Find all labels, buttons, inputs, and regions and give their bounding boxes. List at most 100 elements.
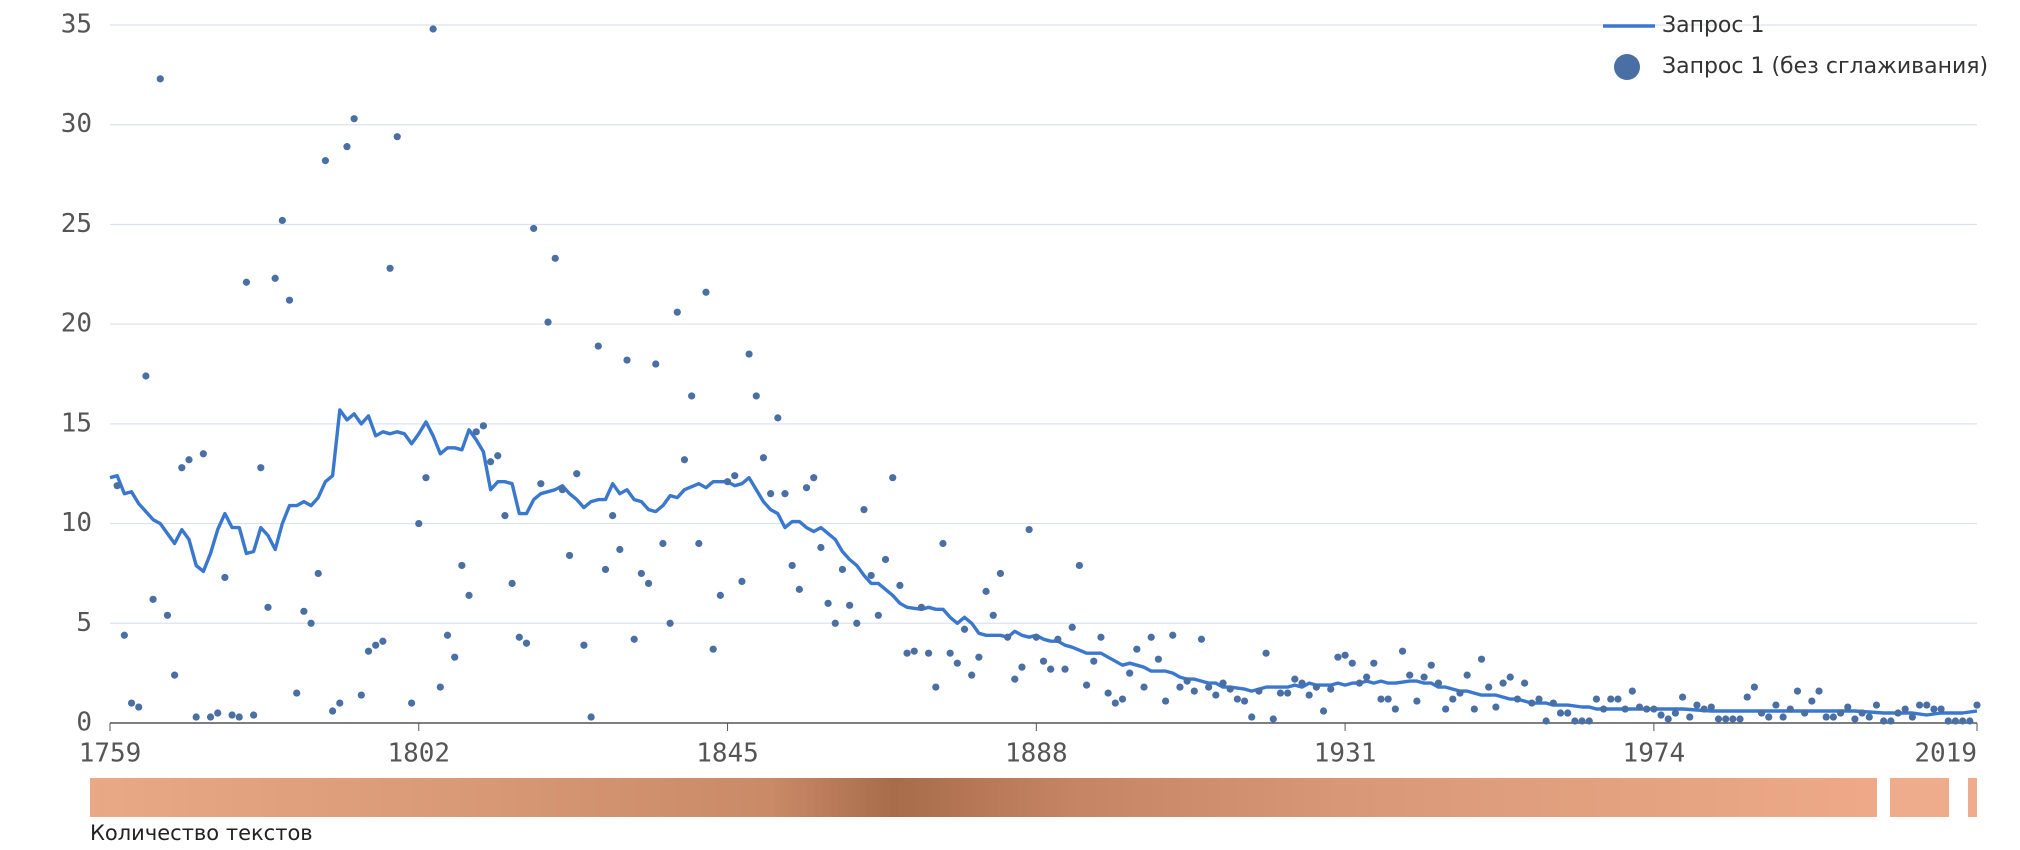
x-tick-label: 1931: [1314, 739, 1377, 769]
data-point: [680, 456, 689, 464]
data-point: [1707, 703, 1715, 711]
data-point: [759, 454, 768, 462]
data-point: [1908, 713, 1916, 721]
data-point: [1384, 695, 1392, 703]
data-point: [975, 653, 983, 661]
data-point: [1240, 697, 1249, 705]
data-point: [1743, 693, 1751, 701]
data-point: [1657, 711, 1665, 719]
data-point: [702, 288, 710, 296]
data-point: [795, 585, 803, 593]
data-point: [1915, 701, 1924, 709]
x-tick-label: 1759: [79, 739, 142, 769]
data-point: [580, 641, 588, 649]
data-point: [1205, 683, 1213, 691]
data-point: [135, 703, 143, 711]
data-point: [939, 539, 947, 548]
data-point: [644, 579, 653, 588]
data-point: [910, 647, 918, 655]
data-point: [1937, 705, 1945, 713]
data-point: [1090, 657, 1098, 665]
data-point: [616, 545, 624, 554]
data-point: [932, 683, 940, 691]
data-point: [889, 474, 897, 482]
data-point: [1786, 705, 1794, 713]
data-point: [767, 490, 775, 498]
data-point: [1082, 681, 1091, 689]
data-point: [386, 264, 394, 272]
data-point: [1729, 715, 1737, 723]
data-point: [673, 308, 681, 316]
data-point: [1427, 661, 1435, 669]
data-point: [896, 581, 904, 589]
data-point: [587, 713, 595, 721]
data-point: [1039, 657, 1048, 665]
data-point: [1880, 717, 1888, 725]
data-point: [881, 555, 890, 564]
data-point: [1923, 701, 1931, 709]
data-point: [522, 639, 531, 647]
data-point: [846, 601, 854, 609]
y-tick-label: 35: [61, 10, 92, 40]
data-point: [372, 641, 380, 649]
data-point: [1621, 705, 1629, 713]
data-point: [551, 254, 559, 262]
data-point: [508, 579, 516, 588]
data-point: [1686, 713, 1694, 721]
data-point: [1154, 655, 1162, 663]
data-point: [630, 635, 638, 643]
data-point: [709, 645, 717, 653]
data-point: [1334, 653, 1342, 661]
data-point: [300, 607, 308, 615]
data-point: [1456, 689, 1464, 697]
data-point: [336, 699, 344, 707]
data-point: [903, 649, 911, 657]
data-point: [1018, 663, 1026, 671]
data-point: [544, 318, 552, 326]
data-point: [1133, 645, 1141, 653]
data-point: [350, 115, 358, 123]
data-point: [407, 699, 416, 707]
data-point: [494, 452, 502, 460]
data-point: [271, 274, 279, 282]
strip-label: Количество текстов: [90, 821, 313, 845]
data-point: [278, 216, 286, 225]
smoothed-line: [109, 408, 1978, 717]
x-tick-label: 1974: [1623, 739, 1686, 769]
data-point: [1571, 717, 1579, 725]
data-point: [1319, 707, 1328, 715]
data-point: [1161, 697, 1170, 705]
data-point: [1549, 699, 1557, 707]
y-tick-label: 20: [61, 309, 92, 339]
data-point: [293, 689, 301, 697]
data-point: [429, 25, 437, 33]
data-point: [594, 342, 602, 350]
data-point: [1801, 709, 1809, 717]
data-point: [1003, 633, 1012, 641]
y-tick-label: 15: [61, 408, 92, 438]
data-point: [242, 278, 251, 286]
data-point: [142, 372, 150, 380]
data-point: [996, 569, 1005, 578]
data-point: [1736, 715, 1744, 723]
data-point: [1901, 705, 1909, 713]
data-point: [802, 484, 811, 492]
data-point: [1233, 695, 1241, 703]
data-point: [824, 599, 832, 607]
data-point: [623, 356, 631, 364]
data-point: [609, 511, 617, 520]
data-point: [1054, 635, 1062, 643]
data-point: [1714, 715, 1723, 723]
data-point: [1176, 683, 1184, 691]
data-point: [235, 713, 243, 721]
data-point: [228, 711, 236, 719]
data-point: [1262, 649, 1270, 657]
data-point: [257, 464, 265, 472]
data-point: [867, 571, 875, 580]
data-point: [1391, 705, 1399, 713]
data-point: [113, 482, 121, 490]
data-point: [1844, 703, 1852, 711]
data-point: [1348, 659, 1356, 667]
data-point: [185, 456, 193, 464]
